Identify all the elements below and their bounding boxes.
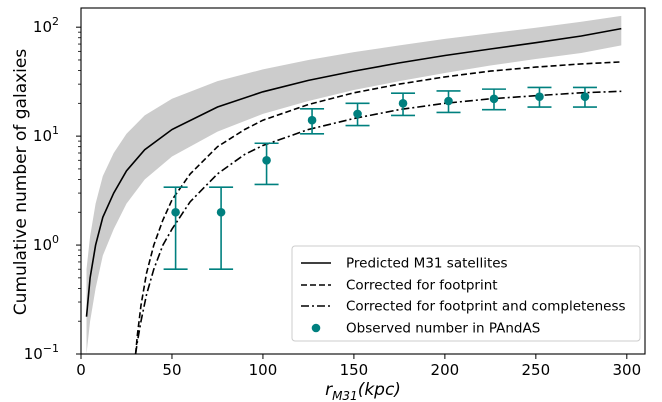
observed-marker (398, 99, 408, 108)
observed-marker (353, 109, 362, 119)
x-axis-label: rM31(kpc) (325, 380, 401, 402)
observed-marker (307, 115, 317, 125)
legend-box (291, 245, 641, 342)
observed-point (209, 186, 234, 271)
observed-point (436, 90, 461, 114)
x-axis-label-tail: (kpc) (358, 380, 401, 400)
corrected-for-footprint-and-completeness-line (134, 90, 622, 354)
ticks: 0 50 100 150 200 250 300 10−1 100 101 102 (24, 15, 641, 379)
observed-marker (580, 92, 590, 102)
x-tick-label: 0 (76, 361, 86, 379)
legend-label-predicted: Predicted M31 satellites (346, 256, 508, 272)
lines-layer (85, 27, 622, 354)
observed-point (163, 186, 188, 271)
observed-marker (171, 207, 180, 217)
observed-marker (262, 155, 271, 165)
observed-points-layer (163, 86, 597, 271)
x-tick-label: 200 (431, 361, 460, 379)
prediction-uncertainty-band (86, 15, 622, 354)
legend-label-observed: Observed number in PAndAS (346, 321, 540, 337)
legend-label-footprint: Corrected for footprint (346, 278, 498, 294)
predicted-m31-satellites-line (85, 27, 622, 317)
observed-marker (535, 92, 544, 102)
x-axis-label-main: r (325, 380, 333, 400)
y-tick-label: 100 (33, 233, 59, 254)
observed-point (254, 142, 279, 186)
x-tick-label: 250 (522, 361, 551, 379)
y-tick-label: 101 (33, 124, 59, 145)
y-tick-label: 10−1 (24, 342, 59, 363)
observed-marker (489, 94, 499, 104)
prediction-band-area (86, 15, 622, 354)
axes (80, 7, 646, 355)
observed-point (345, 102, 370, 127)
observed-marker (216, 207, 226, 217)
x-tick-label: 50 (162, 361, 181, 379)
x-tick-label: 300 (612, 361, 641, 379)
x-tick-label: 100 (249, 361, 278, 379)
y-axis-label: Cumulative number of galaxies (11, 49, 31, 316)
legend: Predicted M31 satellites Corrected for f… (291, 245, 641, 342)
observed-point (481, 88, 506, 111)
observed-point (391, 92, 416, 117)
observed-marker (444, 96, 453, 106)
observed-point (572, 86, 597, 108)
y-tick-label: 102 (33, 15, 59, 36)
x-tick-label: 150 (340, 361, 369, 379)
observed-point (300, 108, 325, 135)
x-axis-label-subscript: M31 (332, 389, 358, 402)
legend-swatch-observed (311, 323, 321, 333)
corrected-for-footprint-line (134, 61, 622, 354)
observed-point (527, 86, 552, 108)
plot-frame (80, 7, 646, 355)
legend-label-completeness: Corrected for footprint and completeness (346, 299, 626, 315)
